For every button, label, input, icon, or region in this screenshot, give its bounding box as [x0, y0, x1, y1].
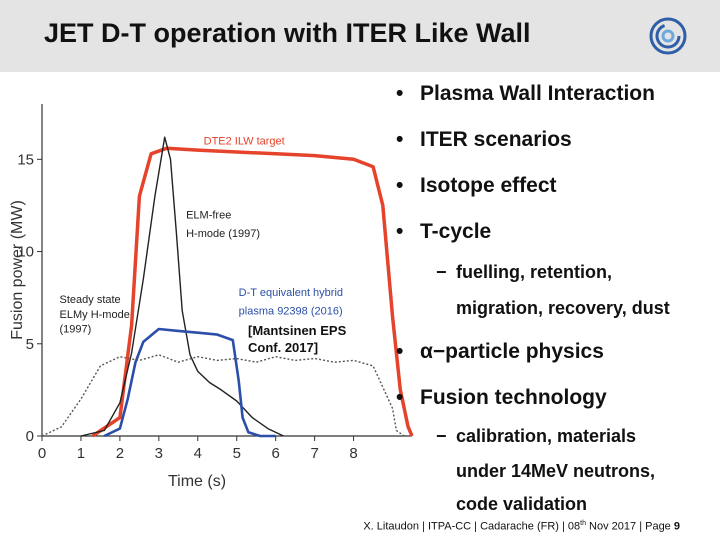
eurofusion-logo-icon: [649, 17, 687, 55]
slide-title: JET D-T operation with ITER Like Wall: [44, 18, 531, 48]
bullet-item: • T-cycle: [396, 220, 492, 243]
x-tick-label: 7: [310, 445, 318, 462]
x-tick-label: 2: [116, 445, 124, 462]
sub-bullet-item: − fuelling, retention,: [436, 262, 612, 282]
series-line: [41, 354, 405, 437]
x-tick-label: 4: [194, 445, 202, 462]
reference-citation: [Mantsinen EPS Conf. 2017]: [248, 322, 346, 356]
series-annotation: ELM-free: [186, 209, 231, 221]
reference-line-1: [Mantsinen EPS: [248, 323, 347, 338]
x-tick-label: 8: [349, 445, 357, 462]
bullet-item: • α−particle physics: [396, 340, 604, 363]
series-annotation: ELMy H-mode: [60, 309, 130, 321]
series-annotation: H-mode (1997): [186, 228, 260, 240]
slide-footer: X. Litaudon | ITPA-CC | Cadarache (FR) |…: [363, 520, 680, 533]
slide-header: JET D-T operation with ITER Like Wall: [0, 0, 720, 72]
reference-line-2: Conf. 2017]: [248, 340, 319, 355]
series-line: [91, 146, 414, 438]
bullet-item: • Plasma Wall Interaction: [396, 82, 655, 105]
bullet-item: • Isotope effect: [396, 174, 557, 197]
series-annotation: (1997): [60, 324, 92, 336]
series-line: [103, 327, 276, 438]
bullet-item: • Fusion technology: [396, 386, 607, 409]
y-axis-label: Fusion power (MW): [9, 200, 26, 340]
sub-bullet-item: − calibration, materials: [436, 426, 637, 446]
bullet-item: • ITER scenarios: [396, 128, 572, 151]
y-tick-label: 15: [17, 151, 34, 168]
x-tick-label: 5: [233, 445, 241, 462]
y-tick-label: 0: [26, 428, 34, 445]
x-tick-label: 0: [38, 445, 46, 462]
series-line: [80, 136, 284, 437]
sub-bullet-item: migration, recovery, dust: [456, 298, 670, 318]
page-number: 9: [673, 520, 680, 533]
series-annotation: D-T equivalent hybrid: [239, 287, 343, 299]
sub-bullet-item: code validation: [456, 494, 588, 514]
x-tick-label: 1: [77, 445, 85, 462]
fusion-power-chart: 0 1 2 3 4 5 6 7 8 0 5 10 15 Time (s) Fusion power (MW)…: [9, 104, 414, 490]
sub-bullet-item: under 14MeV neutrons,: [456, 461, 656, 481]
x-axis-label: Time (s): [168, 473, 226, 490]
x-tick-label: 3: [155, 445, 163, 462]
y-tick-label: 10: [17, 244, 34, 261]
series-annotation: plasma 92398 (2016): [239, 305, 343, 317]
bullet-list: • Plasma Wall Interaction • ITER scenarios…: [396, 0, 720, 540]
series-annotation: Steady state: [60, 294, 121, 306]
series-annotation: DTE2 ILW target: [204, 136, 285, 148]
x-tick-label: 6: [272, 445, 280, 462]
y-tick-label: 5: [26, 336, 34, 353]
